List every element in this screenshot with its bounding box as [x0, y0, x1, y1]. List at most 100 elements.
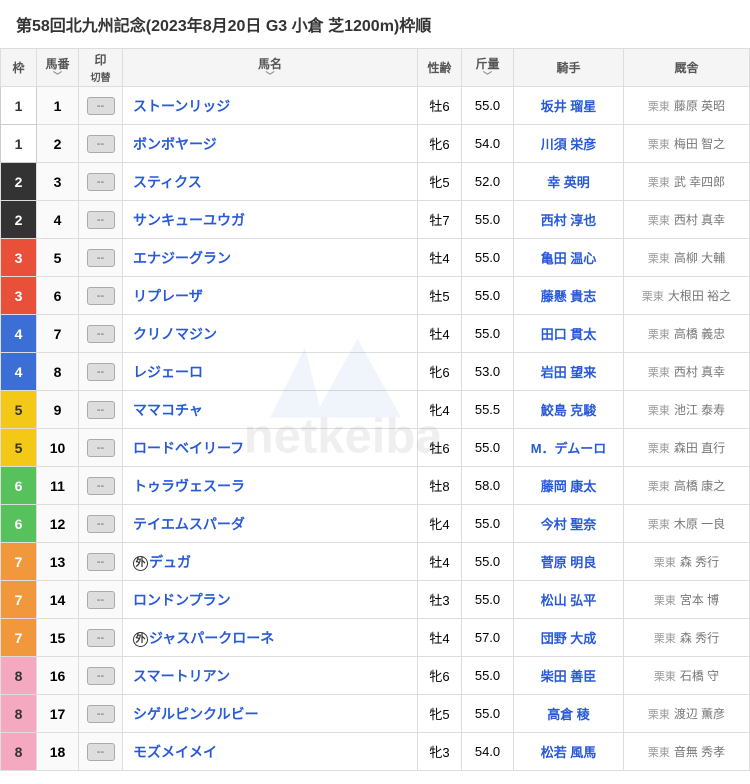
header-wt[interactable]: 斤量﹀ — [462, 49, 514, 87]
mark-cell[interactable]: -- — [79, 239, 123, 277]
trainer-link[interactable]: 西村 真幸 — [674, 365, 725, 379]
mark-cell[interactable]: -- — [79, 619, 123, 657]
jockey-link[interactable]: 松若 風馬 — [514, 733, 624, 771]
trainer-link[interactable]: 森 秀行 — [680, 555, 719, 569]
jockey-link[interactable]: 鮫島 克駿 — [514, 391, 624, 429]
mark-button[interactable]: -- — [87, 743, 115, 761]
mark-cell[interactable]: -- — [79, 581, 123, 619]
jockey-link[interactable]: 坂井 瑠星 — [514, 87, 624, 125]
mark-button[interactable]: -- — [87, 173, 115, 191]
horse-name-link[interactable]: ロードベイリーフ — [123, 429, 418, 467]
mark-button[interactable]: -- — [87, 705, 115, 723]
jockey-link[interactable]: 西村 淳也 — [514, 201, 624, 239]
trainer-link[interactable]: 藤原 英昭 — [674, 99, 725, 113]
horse-name-link[interactable]: ストーンリッジ — [123, 87, 418, 125]
trainer-link[interactable]: 高橋 義忠 — [674, 327, 725, 341]
trainer-link[interactable]: 梅田 智之 — [674, 137, 725, 151]
jockey-link[interactable]: M．デムーロ — [514, 429, 624, 467]
header-jockey[interactable]: 騎手 — [514, 49, 624, 87]
horse-name-link[interactable]: サンキューユウガ — [123, 201, 418, 239]
horse-name-link[interactable]: スティクス — [123, 163, 418, 201]
mark-button[interactable]: -- — [87, 249, 115, 267]
trainer-link[interactable]: 宮本 博 — [680, 593, 719, 607]
trainer-link[interactable]: 池江 泰寿 — [674, 403, 725, 417]
horse-name-link[interactable]: ママコチャ — [123, 391, 418, 429]
trainer-link[interactable]: 高橋 康之 — [674, 479, 725, 493]
jockey-link[interactable]: 田口 貫太 — [514, 315, 624, 353]
trainer-link[interactable]: 森田 直行 — [674, 441, 725, 455]
mark-button[interactable]: -- — [87, 287, 115, 305]
horse-name-link[interactable]: エナジーグラン — [123, 239, 418, 277]
horse-name-link[interactable]: テイエムスパーダ — [123, 505, 418, 543]
mark-cell[interactable]: -- — [79, 315, 123, 353]
mark-cell[interactable]: -- — [79, 87, 123, 125]
trainer-link[interactable]: 西村 真幸 — [674, 213, 725, 227]
header-sei[interactable]: 性齢 — [418, 49, 462, 87]
mark-button[interactable]: -- — [87, 667, 115, 685]
mark-cell[interactable]: -- — [79, 163, 123, 201]
mark-button[interactable]: -- — [87, 477, 115, 495]
mark-button[interactable]: -- — [87, 363, 115, 381]
horse-name-link[interactable]: シゲルピンクルビー — [123, 695, 418, 733]
horse-name-link[interactable]: ボンボヤージ — [123, 125, 418, 163]
mark-cell[interactable]: -- — [79, 429, 123, 467]
horse-name-link[interactable]: クリノマジン — [123, 315, 418, 353]
mark-button[interactable]: -- — [87, 211, 115, 229]
mark-cell[interactable]: -- — [79, 277, 123, 315]
header-waku[interactable]: 枠 — [1, 49, 37, 87]
trainer-link[interactable]: 音無 秀孝 — [674, 745, 725, 759]
jockey-link[interactable]: 岩田 望来 — [514, 353, 624, 391]
jockey-link[interactable]: 団野 大成 — [514, 619, 624, 657]
horse-name-link[interactable]: トゥラヴェスーラ — [123, 467, 418, 505]
mark-cell[interactable]: -- — [79, 505, 123, 543]
jockey-link[interactable]: 柴田 善臣 — [514, 657, 624, 695]
jockey-link[interactable]: 幸 英明 — [514, 163, 624, 201]
header-umaban[interactable]: 馬番﹀ — [37, 49, 79, 87]
horse-name-link[interactable]: モズメイメイ — [123, 733, 418, 771]
sex-age-cell: 牡4 — [418, 543, 462, 581]
mark-cell[interactable]: -- — [79, 353, 123, 391]
jockey-link[interactable]: 川須 栄彦 — [514, 125, 624, 163]
trainer-link[interactable]: 森 秀行 — [680, 631, 719, 645]
mark-cell[interactable]: -- — [79, 657, 123, 695]
jockey-link[interactable]: 亀田 温心 — [514, 239, 624, 277]
trainer-link[interactable]: 木原 一良 — [674, 517, 725, 531]
jockey-link[interactable]: 菅原 明良 — [514, 543, 624, 581]
mark-button[interactable]: -- — [87, 553, 115, 571]
header-name[interactable]: 馬名﹀ — [123, 49, 418, 87]
mark-button[interactable]: -- — [87, 401, 115, 419]
jockey-link[interactable]: 松山 弘平 — [514, 581, 624, 619]
trainer-prefix: 栗東 — [648, 443, 670, 455]
trainer-link[interactable]: 大根田 裕之 — [668, 289, 731, 303]
mark-cell[interactable]: -- — [79, 201, 123, 239]
horse-name-link[interactable]: レジェーロ — [123, 353, 418, 391]
mark-button[interactable]: -- — [87, 591, 115, 609]
horse-name-link[interactable]: 外デュガ — [123, 543, 418, 581]
mark-button[interactable]: -- — [87, 629, 115, 647]
mark-cell[interactable]: -- — [79, 391, 123, 429]
mark-cell[interactable]: -- — [79, 733, 123, 771]
mark-button[interactable]: -- — [87, 439, 115, 457]
mark-button[interactable]: -- — [87, 97, 115, 115]
horse-name-link[interactable]: 外ジャスパークローネ — [123, 619, 418, 657]
header-in[interactable]: 印切替 — [79, 49, 123, 87]
jockey-link[interactable]: 高倉 稜 — [514, 695, 624, 733]
mark-button[interactable]: -- — [87, 135, 115, 153]
mark-cell[interactable]: -- — [79, 125, 123, 163]
trainer-link[interactable]: 高柳 大輔 — [674, 251, 725, 265]
mark-button[interactable]: -- — [87, 325, 115, 343]
mark-cell[interactable]: -- — [79, 695, 123, 733]
horse-name-link[interactable]: スマートリアン — [123, 657, 418, 695]
horse-name-link[interactable]: リプレーザ — [123, 277, 418, 315]
trainer-link[interactable]: 武 幸四郎 — [674, 175, 725, 189]
mark-cell[interactable]: -- — [79, 467, 123, 505]
mark-button[interactable]: -- — [87, 515, 115, 533]
jockey-link[interactable]: 藤懸 貴志 — [514, 277, 624, 315]
jockey-link[interactable]: 藤岡 康太 — [514, 467, 624, 505]
jockey-link[interactable]: 今村 聖奈 — [514, 505, 624, 543]
trainer-link[interactable]: 石橋 守 — [680, 669, 719, 683]
horse-name-link[interactable]: ロンドンプラン — [123, 581, 418, 619]
header-trainer[interactable]: 厩舎 — [624, 49, 750, 87]
trainer-link[interactable]: 渡辺 薫彦 — [674, 707, 725, 721]
mark-cell[interactable]: -- — [79, 543, 123, 581]
